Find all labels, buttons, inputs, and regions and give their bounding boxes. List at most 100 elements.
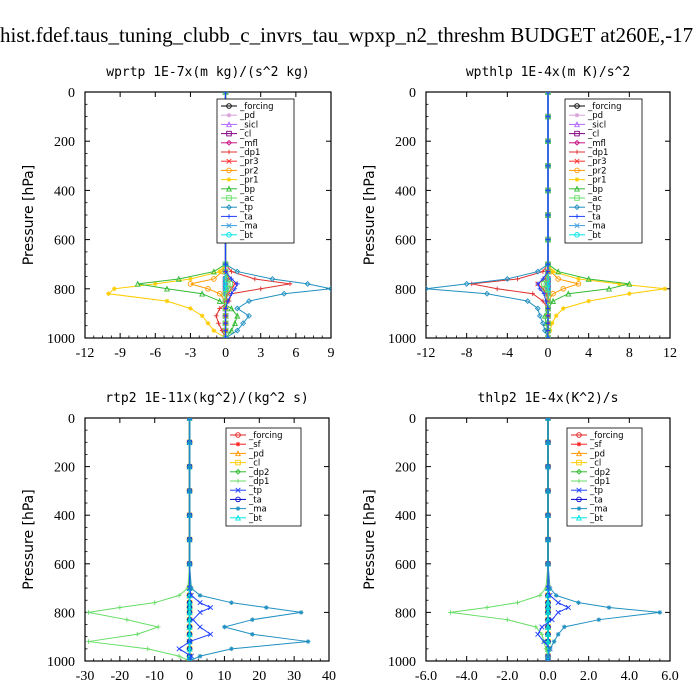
panel4-data-point xyxy=(544,630,552,638)
panel2-legend-label: _pr3 xyxy=(587,157,607,167)
panel2-legend-item: _ta xyxy=(569,212,601,222)
panel1-data-point xyxy=(216,290,223,297)
panel3-legend-item: _pd xyxy=(230,449,264,459)
panel3-data-point xyxy=(134,631,140,637)
panel4-data-point xyxy=(555,631,561,637)
panel1-data-point xyxy=(231,319,238,326)
panel2-data-point xyxy=(553,313,559,319)
panel2-data-point xyxy=(543,298,549,304)
panel1-data-point xyxy=(328,285,331,292)
panel1-data-point xyxy=(240,320,247,327)
panel4-data-point xyxy=(549,617,555,623)
panel3-data-point xyxy=(197,609,203,616)
panel4-legend-item: _ta xyxy=(571,495,603,505)
panel1-data-point xyxy=(211,276,217,282)
panel1-y-tick-label: 1000 xyxy=(47,332,75,347)
panel3-y-tick-label: 600 xyxy=(54,558,75,573)
panel1-legend-label: _sicl xyxy=(239,120,258,130)
panel2-data-point xyxy=(545,335,551,338)
panel2-legend: _forcing_pd_sicl_cl_mfl_dp1_pr3_pr2_pr1_… xyxy=(564,98,643,244)
panel4-series-ma xyxy=(545,418,663,661)
panel2-legend-label: _sicl xyxy=(587,120,606,130)
panel3-legend-item: _bt xyxy=(230,514,263,524)
panel2-data-point xyxy=(542,286,548,292)
panel2-data-point xyxy=(534,268,541,275)
panel2-legend-marker xyxy=(574,130,580,137)
panel2-x-tick-label: -8 xyxy=(461,346,473,361)
panel3-legend-label: _bt xyxy=(248,514,263,524)
panel1-legend-label: _pr3 xyxy=(239,157,259,167)
panel2-legend-label: _pd xyxy=(587,111,603,121)
panel1-data-point xyxy=(223,306,228,311)
panel2-x-tick-label: -4 xyxy=(501,346,513,361)
panel1-y-tick-label: 800 xyxy=(54,283,75,298)
panel1-legend-item: _dp1 xyxy=(221,148,260,158)
panel1-legend-item: _pr2 xyxy=(221,166,259,176)
panel1-legend-marker xyxy=(226,103,232,109)
panel4-x-tick-label: -4.0 xyxy=(456,669,478,684)
panel1-title: wprtp 1E-7x(m kg)/(s^2 kg) xyxy=(106,65,310,80)
panel3-x-tick-label: -20 xyxy=(111,669,130,684)
panel2-legend-marker xyxy=(574,167,580,174)
panel3-data-point xyxy=(187,488,192,494)
panel2-legend-label: _ac xyxy=(587,194,602,204)
panel4-legend-marker xyxy=(575,450,583,457)
panel4-legend: _forcing_sf_pd_cl_dp2_dp1_tp_ta_ma_bt xyxy=(566,427,643,527)
panel1-y-axis-label: Pressure [hPa] xyxy=(21,165,37,265)
panel3-data-point xyxy=(298,610,304,615)
panel4-data-point xyxy=(544,609,552,616)
panel1-legend-label: _cl xyxy=(239,130,251,140)
panel4-legend-item: _forcing xyxy=(571,431,624,441)
panel2-legend-label: _forcing xyxy=(587,102,622,112)
panel3-series-line xyxy=(178,418,212,661)
panel2-data-point xyxy=(484,290,490,297)
panel3-data-point xyxy=(187,512,192,518)
panel2-data-point xyxy=(545,313,551,319)
panel4-legend-item: _pd xyxy=(571,449,605,459)
panel2-data-point xyxy=(549,320,555,326)
panel2-legend-item: _bt xyxy=(569,231,602,241)
panel1-data-point xyxy=(232,286,238,292)
panel4-legend-label: _cl xyxy=(589,459,601,469)
panel3-y-tick-label: 200 xyxy=(54,461,75,476)
panel4-chart: thlp2 1E-4x(K^2)/s Pressure [hPa] -6.0 -4.0… xyxy=(362,391,679,684)
panel3-data-point xyxy=(186,630,193,638)
panel4-data-point xyxy=(561,624,567,630)
panel2-title: wpthlp 1E-4x(m K)/s^2 xyxy=(466,65,630,80)
panel3-data-point xyxy=(250,631,255,637)
panel4-data-point xyxy=(576,600,581,605)
panel1-y-tick-label: 0 xyxy=(68,86,75,101)
panel2-legend-label: _pr2 xyxy=(587,166,607,176)
panel1-data-point xyxy=(287,281,293,287)
panel4-series-line xyxy=(537,418,570,661)
panel1-data-point xyxy=(188,306,193,311)
panel3-legend-item: _dp1 xyxy=(230,477,269,487)
panel2-data-point xyxy=(575,281,582,287)
panel3-data-point xyxy=(197,624,203,630)
panel3-series-ma xyxy=(187,418,311,661)
panel3-data-point xyxy=(187,561,192,567)
panel3-data-point xyxy=(186,638,193,645)
panel2-data-point xyxy=(616,281,622,287)
panel2-data-point xyxy=(545,306,551,311)
panel2-series-ta xyxy=(535,92,551,338)
panel4-data-point xyxy=(545,537,551,542)
panel3-legend-item: _ta xyxy=(230,495,262,505)
panel1-legend-label: _ac xyxy=(239,194,254,204)
panel1-x-tick-label: 6 xyxy=(292,346,299,361)
panel2-legend-marker xyxy=(573,185,581,192)
panel2-data-point xyxy=(626,280,633,287)
panel4-data-point xyxy=(539,624,545,630)
panel4-data-point xyxy=(547,592,553,599)
panel3-y-axis-label: Pressure [hPa] xyxy=(21,489,37,589)
panel2-data-point xyxy=(550,269,556,274)
panel4-y-tick-label: 600 xyxy=(395,558,416,573)
panel3-series-dp1 xyxy=(86,418,192,661)
panel2-legend-item: _pr3 xyxy=(569,157,607,167)
panel3-x-tick-label: 40 xyxy=(322,669,336,684)
panel1-legend-marker xyxy=(226,232,232,238)
panel4-x-tick-label: 0.0 xyxy=(539,669,557,684)
panel3-data-point xyxy=(117,605,123,610)
panel3-legend-label: _cl xyxy=(248,459,260,469)
panel2-x-tick-label: 4 xyxy=(585,346,592,361)
